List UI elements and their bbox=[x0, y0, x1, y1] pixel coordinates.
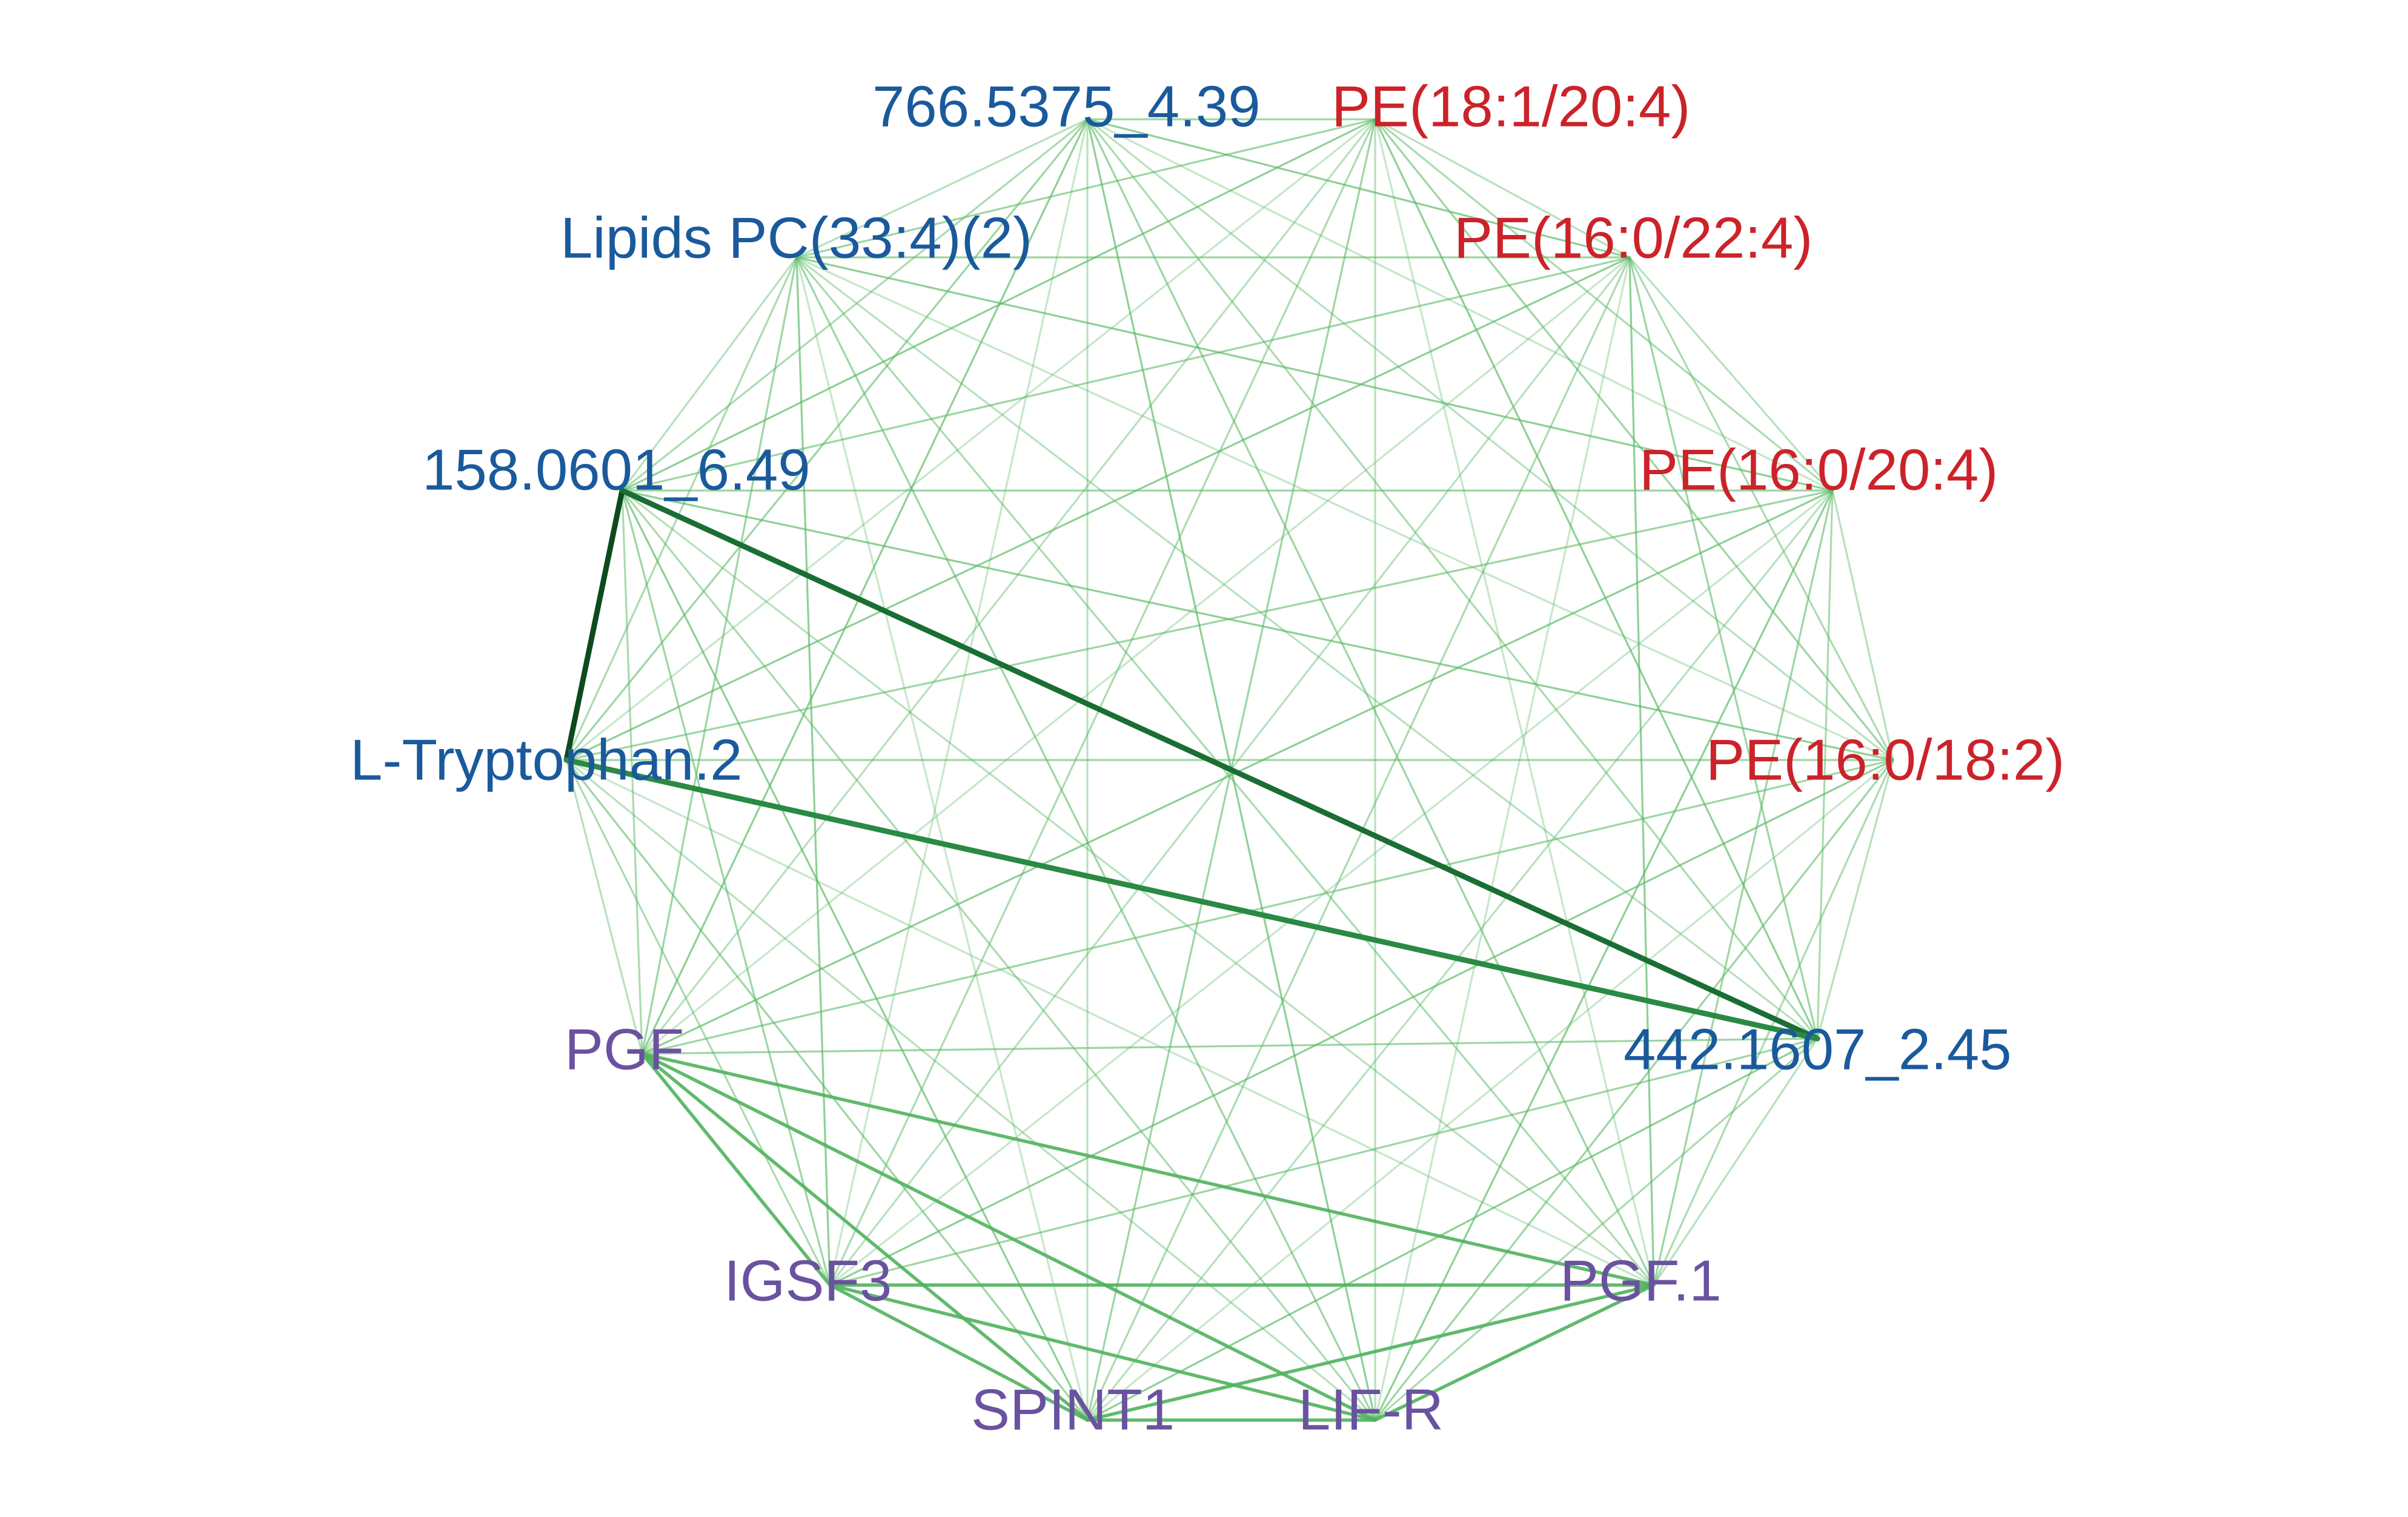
edge-n1-n9 bbox=[641, 118, 1089, 1055]
edge-n5-n11 bbox=[621, 489, 831, 1286]
edge-n6-n14 bbox=[1374, 489, 1834, 1421]
edge-n3-n14 bbox=[795, 256, 1376, 1421]
node-label-pgf-1[interactable]: PGF.1 bbox=[1560, 1248, 1722, 1313]
edge-n5-n8 bbox=[621, 489, 1894, 761]
edge-n4-n5 bbox=[621, 256, 1631, 492]
edge-n1-n4 bbox=[1086, 118, 1631, 259]
edge-n3-n9 bbox=[641, 256, 798, 1055]
node-label-pgf[interactable]: PGF bbox=[565, 1017, 684, 1082]
node-label-pe-16-0-18-2[interactable]: PE(16:0/18:2) bbox=[1706, 727, 2065, 792]
edge-n8-n12 bbox=[1653, 759, 1894, 1286]
edge-n9-n12 bbox=[640, 1052, 1656, 1287]
edge-n3-n6 bbox=[795, 256, 1834, 492]
edge-n1-n10 bbox=[1086, 118, 1819, 1040]
edge-n14-n12 bbox=[1373, 1283, 1656, 1422]
edge-n4-n10 bbox=[1628, 256, 1819, 1040]
edge-n4-n9 bbox=[641, 256, 1631, 1055]
edge-n4-n8 bbox=[1628, 256, 1894, 761]
node-label-442-1607-2-45[interactable]: 442.1607_2.45 bbox=[1624, 1017, 2012, 1082]
edge-n8-n13 bbox=[1086, 759, 1894, 1421]
edge-n7-n11 bbox=[565, 759, 831, 1286]
edge-n4-n6 bbox=[1628, 256, 1834, 492]
edge-n2-n11 bbox=[829, 118, 1376, 1286]
node-label-pe-18-1-20-4[interactable]: PE(18:1/20:4) bbox=[1332, 74, 1690, 139]
edge-n8-n10 bbox=[1816, 759, 1894, 1040]
edge-n10-n14 bbox=[1374, 1037, 1819, 1421]
edge-n5-n7 bbox=[563, 487, 625, 763]
edge-n3-n5 bbox=[621, 256, 798, 492]
edge-n8-n9 bbox=[641, 759, 1894, 1055]
edge-n1-n8 bbox=[1086, 118, 1894, 761]
edge-n1-n3 bbox=[795, 118, 1089, 259]
edge-n7-n14 bbox=[565, 759, 1376, 1421]
edge-n5-n10 bbox=[619, 487, 1820, 1042]
node-labels-layer: 766.5375_4.39 PE(18:1/20:4) Lipids PC(33… bbox=[350, 74, 2065, 1442]
edge-n1-n7 bbox=[565, 118, 1089, 761]
edge-n11-n13 bbox=[828, 1283, 1089, 1422]
edge-n10-n12 bbox=[1653, 1037, 1819, 1286]
edge-n2-n3 bbox=[795, 118, 1376, 259]
edge-n8-n14 bbox=[1374, 759, 1894, 1421]
node-label-pe-16-0-20-4[interactable]: PE(16:0/20:4) bbox=[1639, 437, 1998, 502]
node-label-igsf3[interactable]: IGSF3 bbox=[724, 1248, 892, 1313]
node-label-spint1[interactable]: SPINT1 bbox=[971, 1377, 1175, 1442]
edge-n7-n9 bbox=[565, 759, 643, 1055]
edges-layer bbox=[563, 118, 1894, 1422]
edge-n6-n7 bbox=[565, 489, 1834, 761]
edge-n3-n11 bbox=[795, 256, 831, 1286]
edge-n3-n10 bbox=[795, 256, 1819, 1040]
node-label-pe-16-0-22-4[interactable]: PE(16:0/22:4) bbox=[1454, 205, 1813, 270]
edge-n3-n7 bbox=[565, 256, 798, 761]
edge-n1-n6 bbox=[1086, 118, 1834, 492]
edge-n5-n14 bbox=[621, 489, 1376, 1421]
edge-n3-n12 bbox=[795, 256, 1655, 1286]
edge-n10-n11 bbox=[829, 1037, 1819, 1286]
node-label-lipids-pc-33-4-2[interactable]: Lipids PC(33:4)(2) bbox=[560, 205, 1032, 270]
edge-n9-n14 bbox=[640, 1052, 1377, 1422]
edge-n4-n14 bbox=[1374, 256, 1631, 1421]
node-label-158-0601-6-49[interactable]: 158.0601_6.49 bbox=[422, 437, 811, 502]
edge-n7-n12 bbox=[565, 759, 1655, 1286]
edge-n4-n12 bbox=[1628, 256, 1655, 1286]
edge-n11-n14 bbox=[828, 1283, 1377, 1422]
edge-n6-n8 bbox=[1831, 489, 1894, 761]
edge-n13-n12 bbox=[1086, 1283, 1656, 1422]
edge-n2-n6 bbox=[1374, 118, 1834, 492]
edge-n1-n12 bbox=[1086, 118, 1655, 1286]
edge-n5-n13 bbox=[621, 489, 1089, 1421]
edge-n6-n10 bbox=[1816, 489, 1834, 1040]
edge-n6-n13 bbox=[1086, 489, 1834, 1421]
edge-n2-n7 bbox=[565, 118, 1376, 761]
edge-n9-n11 bbox=[640, 1052, 832, 1287]
edge-n6-n11 bbox=[829, 489, 1834, 1286]
edge-n3-n8 bbox=[795, 256, 1894, 761]
edge-n10-n13 bbox=[1086, 1037, 1819, 1421]
edge-n7-n10 bbox=[563, 757, 1820, 1042]
edge-n6-n12 bbox=[1653, 489, 1834, 1286]
edge-n9-n13 bbox=[640, 1052, 1089, 1422]
edge-n1-n5 bbox=[621, 118, 1089, 492]
edge-n2-n5 bbox=[621, 118, 1376, 492]
edge-n2-n9 bbox=[641, 118, 1376, 1055]
edge-n4-n7 bbox=[565, 256, 1631, 761]
edge-n9-n10 bbox=[641, 1037, 1819, 1055]
edge-n3-n13 bbox=[795, 256, 1089, 1421]
node-label-766-5375-4-39[interactable]: 766.5375_4.39 bbox=[872, 74, 1261, 139]
edge-n8-n11 bbox=[829, 759, 1894, 1286]
node-label-l-tryptophan-2[interactable]: L-Tryptophan.2 bbox=[350, 727, 742, 792]
edge-n4-n13 bbox=[1086, 256, 1631, 1421]
edge-n7-n13 bbox=[565, 759, 1089, 1421]
edge-n2-n4 bbox=[1374, 118, 1631, 259]
node-label-lif-r[interactable]: LIF-R bbox=[1298, 1377, 1444, 1442]
